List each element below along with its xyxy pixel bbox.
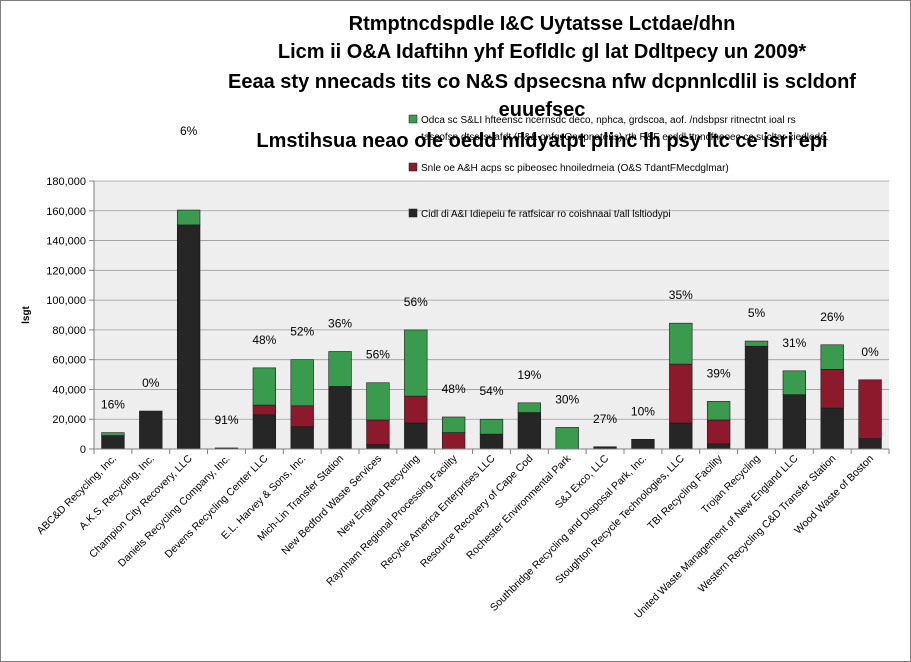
bar-segment-green — [555, 427, 579, 450]
category-label: A.K.S. Recycling, Inc. — [77, 453, 157, 533]
legend-swatch-green — [408, 114, 418, 124]
bar-segment-red — [290, 405, 314, 427]
y-tick-label: 60,000 — [52, 355, 86, 367]
bar-segment-black — [101, 435, 125, 450]
bar-segment-green — [782, 370, 807, 395]
bar-segment-green — [441, 416, 466, 433]
bar-segment-black — [744, 345, 769, 450]
bar-segment-black — [404, 422, 428, 450]
category-label: Western Recycling C&D Transfer Station — [696, 453, 839, 596]
percent-label: 91% — [214, 413, 238, 427]
y-tick-label: 0 — [80, 444, 86, 456]
bar-segment-black — [858, 438, 882, 450]
plot-area — [94, 181, 889, 449]
percent-label: 27% — [593, 412, 617, 426]
bar-segment-green — [517, 402, 542, 413]
bar-segment-black — [252, 414, 277, 450]
y-tick-label: 140,000 — [46, 236, 86, 248]
percent-label: 36% — [328, 316, 352, 330]
bar-segment-red — [820, 369, 844, 409]
percent-label: 52% — [290, 325, 314, 339]
legend-entry-red: Snle oe A&H acps sc pibeosec hnoiledrnei… — [421, 163, 729, 174]
percent-label: 31% — [782, 336, 806, 350]
y-tick-label: 100,000 — [46, 295, 86, 307]
y-axis-ticks: 0 20,000 40,000 60,000 80,000 100,000 120,000 1… — [46, 176, 94, 456]
bar-segment-red — [252, 404, 277, 416]
bar-segment-green — [404, 329, 428, 397]
y-tick-label: 120,000 — [46, 265, 86, 277]
title-line: euuefsec — [499, 99, 586, 121]
percent-label: 56% — [366, 348, 390, 362]
percent-label: 19% — [517, 368, 541, 382]
bar-segment-green — [290, 359, 314, 407]
y-tick-label: 180,000 — [46, 176, 86, 188]
percent-label: 6% — [180, 124, 198, 138]
percent-label: 5% — [748, 306, 766, 320]
bar-segment-black — [176, 224, 201, 450]
title-line: Lmstihsua neao ole oedd mldyatpt plinc l… — [256, 130, 827, 152]
y-tick-label: 80,000 — [52, 325, 86, 337]
bar-segment-green — [744, 340, 769, 347]
axes — [93, 181, 890, 454]
percent-label: 30% — [555, 392, 579, 406]
percent-labels: 16% 0% 6% 91% 48% 52% 36% 56% 56% 48% 54% 19% 30% 27%… — [101, 124, 879, 427]
legend-swatch-black — [408, 208, 418, 218]
bar-segment-red — [858, 379, 882, 439]
legend: Odca sc S&LI hfteensc ncernsdc deco, nph… — [408, 114, 828, 220]
percent-label: 0% — [142, 376, 160, 390]
bar-segment-green — [479, 418, 504, 435]
bar-segment-red — [366, 419, 390, 445]
bar-segment-red — [669, 363, 693, 424]
y-tick-label: 40,000 — [52, 384, 86, 396]
bar-segment-black — [631, 439, 655, 450]
legend-entry-green: Odca sc S&LI hfteensc ncernsdc deco, nph… — [421, 115, 828, 143]
bar-segment-black — [479, 433, 504, 450]
bar-segment-black — [366, 444, 390, 450]
percent-label: 48% — [252, 333, 276, 347]
title-line: Eeaa sty nnecads tits co N&S dpsecsna nf… — [228, 71, 856, 93]
category-labels: ABC&D Recycling, Inc.A.K.S. Recycling, I… — [35, 452, 877, 621]
bar-segment-green — [366, 382, 390, 421]
legend-swatch-red — [408, 162, 418, 172]
bar-segment-green — [176, 209, 201, 226]
bar-segment-black — [328, 386, 352, 450]
bar-segment-green — [820, 344, 844, 370]
percent-label: 16% — [101, 398, 125, 412]
legend-entry-black: Cidl di A&I Idiepeiu fe ratfsicar ro coi… — [421, 209, 671, 220]
percent-label: 39% — [707, 366, 731, 380]
bar-segment-black — [782, 394, 807, 450]
percent-label: 48% — [442, 382, 466, 396]
bar-segment-green — [669, 322, 693, 365]
chart-title: Rtmptncdspdle I&C Uytatsse Lctdae/dhn Lic… — [228, 13, 856, 152]
bar-segment-black — [820, 407, 844, 450]
title-line: Licm ii O&A Idaftihn yhf Eofldlc gl lat … — [278, 41, 806, 63]
percent-label: 10% — [631, 404, 655, 418]
percent-label: 54% — [479, 384, 503, 398]
bar-segment-black — [139, 410, 163, 450]
legend-entry-line: Odca sc S&LI hfteensc ncernsdc deco, nph… — [421, 115, 796, 126]
percent-label: 26% — [820, 310, 844, 324]
title-line: Rtmptncdspdle I&C Uytatsse Lctdae/dhn — [349, 13, 736, 35]
bar-segment-red — [404, 395, 428, 424]
legend-entry-line: tascofsn dtsslisuafdt (P&& onfgsOnepnete… — [421, 132, 828, 143]
bar-segment-green — [252, 367, 277, 406]
bar-segment-red — [706, 419, 731, 445]
percent-label: 56% — [404, 295, 428, 309]
percent-label: 0% — [861, 345, 879, 359]
bar-segment-red — [441, 432, 466, 450]
bar-segment-black — [669, 422, 693, 450]
y-tick-label: 160,000 — [46, 206, 86, 218]
y-axis-label: lsgt — [21, 305, 32, 323]
bar-segment-black — [706, 443, 731, 450]
bars — [101, 209, 882, 450]
bar-segment-black — [517, 412, 542, 450]
bar-segment-green — [706, 401, 731, 421]
bar-segment-green — [328, 351, 352, 387]
bar-segment-green — [101, 432, 125, 436]
percent-label: 35% — [669, 288, 693, 302]
bar-segment-black — [290, 426, 314, 450]
y-tick-label: 20,000 — [52, 414, 86, 426]
